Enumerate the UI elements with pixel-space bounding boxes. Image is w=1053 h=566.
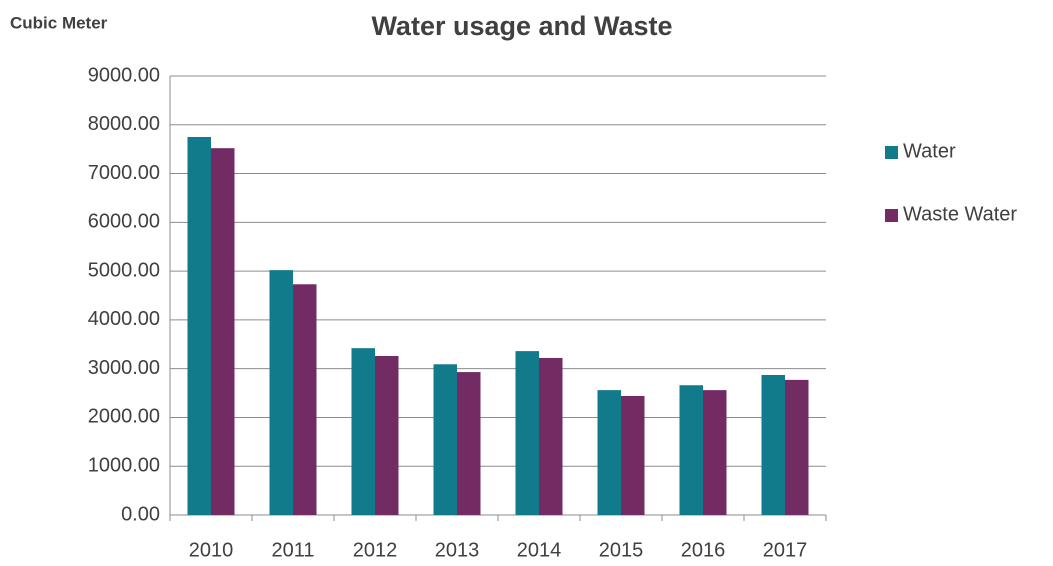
y-tick-label: 6000.00 <box>88 211 160 233</box>
legend-label: Water <box>903 140 956 162</box>
bar <box>187 136 211 515</box>
bar <box>375 355 399 515</box>
bar <box>457 372 481 515</box>
x-tick-label: 2012 <box>353 539 398 561</box>
y-tick-label: 2000.00 <box>88 406 160 428</box>
bar <box>269 270 293 515</box>
bar <box>433 364 457 515</box>
x-tick-label: 2011 <box>271 539 314 561</box>
y-tick-label: 3000.00 <box>88 357 160 379</box>
y-tick-label: 4000.00 <box>88 308 160 330</box>
x-tick-label: 2016 <box>681 539 726 561</box>
bar <box>703 390 727 515</box>
y-tick-label: 0.00 <box>121 503 160 525</box>
bar <box>293 284 317 515</box>
bar <box>597 390 621 515</box>
legend-swatch <box>885 146 898 159</box>
bar <box>211 148 235 516</box>
bar <box>351 348 375 515</box>
x-tick-label: 2010 <box>189 539 234 561</box>
chart-title: Water usage and Waste <box>371 11 672 41</box>
y-tick-label: 7000.00 <box>88 162 160 184</box>
bar <box>539 357 563 515</box>
bar <box>785 379 809 515</box>
y-tick-label: 8000.00 <box>88 113 160 135</box>
y-axis-label: Cubic Meter <box>10 13 108 32</box>
bar <box>679 385 703 515</box>
bar <box>515 351 539 515</box>
y-tick-label: 9000.00 <box>88 64 160 86</box>
legend-swatch <box>885 209 898 222</box>
bar <box>621 395 645 515</box>
x-tick-label: 2013 <box>435 539 480 561</box>
y-tick-label: 1000.00 <box>88 455 160 477</box>
y-tick-label: 5000.00 <box>88 259 160 281</box>
x-tick-label: 2014 <box>517 539 562 561</box>
legend-label: Waste Water <box>903 203 1017 225</box>
x-tick-label: 2017 <box>763 539 808 561</box>
x-tick-label: 2015 <box>599 539 644 561</box>
bar <box>761 375 785 515</box>
